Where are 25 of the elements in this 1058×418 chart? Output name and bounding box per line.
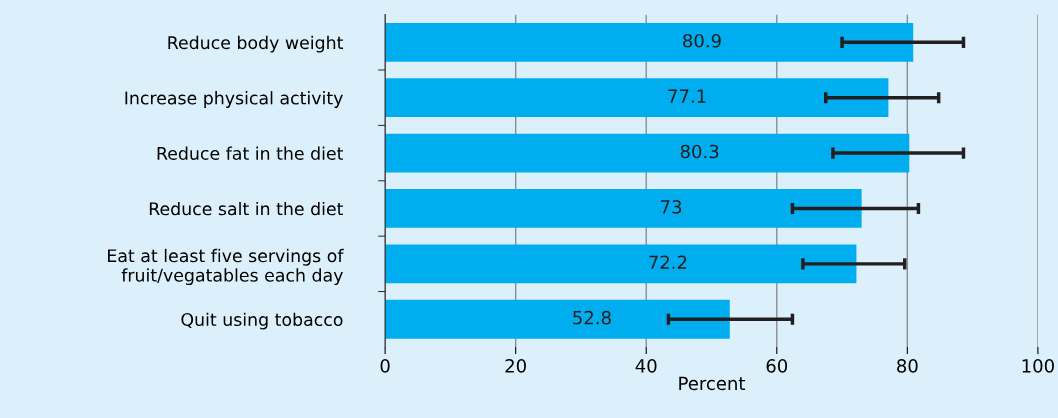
bar	[385, 299, 730, 339]
bar	[385, 22, 914, 62]
bar	[385, 78, 889, 118]
x-tick-label: 0	[380, 359, 390, 373]
bar	[385, 244, 857, 284]
data-label: 80.9	[683, 33, 721, 48]
bar	[385, 189, 862, 228]
data-label: 80.3	[680, 144, 719, 159]
x-tick-label: 80	[897, 359, 918, 373]
bar	[385, 133, 910, 173]
y-tick-label: Eat at least five servings of fruit/vegatables each day	[108, 248, 344, 286]
x-tick-label: 20	[505, 359, 526, 373]
x-axis-title: Percent	[679, 376, 746, 391]
y-tick-label: Reduce salt in the diet	[149, 201, 344, 216]
data-label: 52.8	[573, 310, 611, 325]
x-tick-label: 60	[766, 359, 788, 373]
y-tick-label: Reduce body weight	[168, 35, 344, 53]
data-label: 77.1	[668, 89, 706, 103]
y-tick-label: Quit using tobacco	[181, 312, 343, 330]
y-tick-label: Reduce fat in the diet	[157, 146, 344, 160]
data-label: 73	[661, 200, 682, 214]
x-tick-label: 40	[635, 359, 657, 373]
x-tick-label: 100	[1022, 359, 1054, 373]
y-tick-label: Increase physical activity	[125, 91, 343, 108]
data-label: 72.2	[649, 255, 687, 269]
